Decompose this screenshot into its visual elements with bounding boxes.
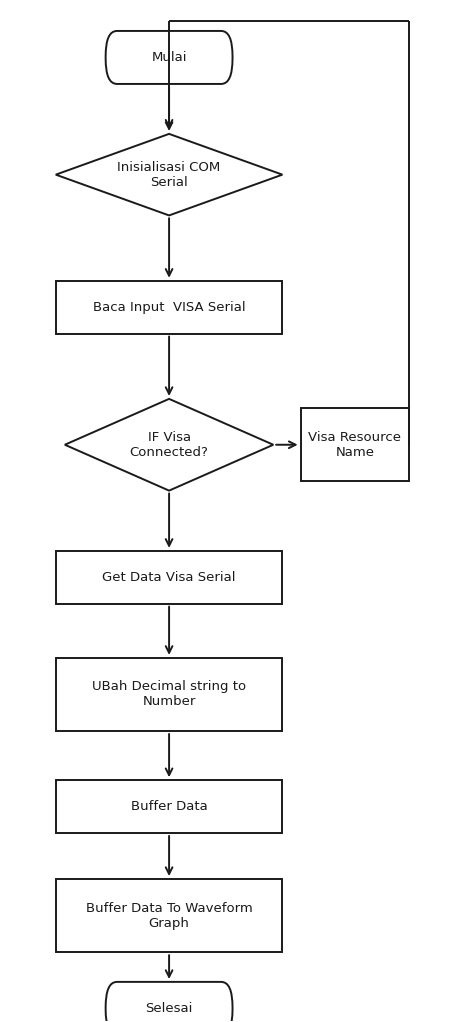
FancyBboxPatch shape — [300, 408, 409, 481]
FancyBboxPatch shape — [106, 31, 232, 84]
FancyBboxPatch shape — [56, 780, 282, 833]
Text: Inisialisasi COM
Serial: Inisialisasi COM Serial — [117, 160, 220, 189]
Text: Get Data Visa Serial: Get Data Visa Serial — [102, 570, 235, 584]
Text: Buffer Data To Waveform
Graph: Buffer Data To Waveform Graph — [86, 901, 252, 930]
Text: Mulai: Mulai — [151, 51, 187, 64]
FancyBboxPatch shape — [56, 658, 282, 731]
FancyBboxPatch shape — [56, 281, 282, 333]
Polygon shape — [65, 399, 273, 491]
Text: Visa Resource
Name: Visa Resource Name — [308, 430, 400, 459]
FancyBboxPatch shape — [56, 551, 282, 604]
Text: UBah Decimal string to
Number: UBah Decimal string to Number — [92, 681, 246, 708]
Text: Baca Input  VISA Serial: Baca Input VISA Serial — [92, 300, 245, 314]
FancyBboxPatch shape — [106, 982, 232, 1022]
Text: Buffer Data: Buffer Data — [131, 800, 207, 814]
Text: Selesai: Selesai — [145, 1002, 192, 1015]
Polygon shape — [56, 134, 282, 216]
Text: IF Visa
Connected?: IF Visa Connected? — [129, 430, 208, 459]
FancyBboxPatch shape — [56, 879, 282, 953]
